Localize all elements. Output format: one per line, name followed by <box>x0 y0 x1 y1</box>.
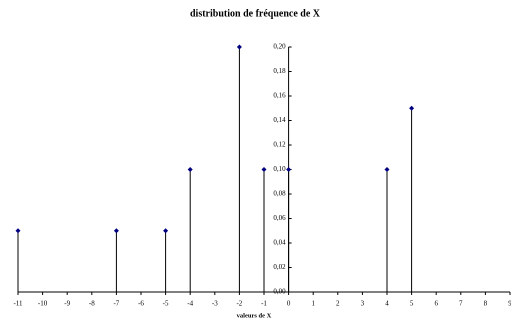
x-tick-label: 7 <box>459 300 463 308</box>
y-tick-label: 0,08 <box>273 190 286 198</box>
x-tick-label: -6 <box>138 300 144 308</box>
y-tick-label: 0,00 <box>273 288 286 296</box>
marker <box>286 167 292 172</box>
y-tick-label: 0,16 <box>273 92 286 100</box>
marker <box>163 228 169 234</box>
x-tick-label: 4 <box>385 300 389 308</box>
y-tick-label: 0,14 <box>273 116 286 124</box>
y-tick-label: 0,20 <box>273 43 286 51</box>
y-tick-label: 0,06 <box>273 214 286 222</box>
x-tick-label: 5 <box>410 300 414 308</box>
x-axis-label: valeurs de X <box>237 312 272 319</box>
x-tick-label: 2 <box>336 300 340 308</box>
x-tick-label: 0 <box>287 300 291 308</box>
x-tick-label: -1 <box>261 300 267 308</box>
x-tick-label: 1 <box>311 300 315 308</box>
x-tick-label: -11 <box>13 300 23 308</box>
x-tick-label: -3 <box>212 300 218 308</box>
x-tick-label: 3 <box>361 300 365 308</box>
x-tick-label: 8 <box>484 300 488 308</box>
y-tick-label: 0,02 <box>273 263 286 271</box>
marker <box>384 167 390 172</box>
y-tick-label: 0,18 <box>273 67 286 75</box>
y-tick-label: 0,12 <box>273 141 286 149</box>
marker <box>15 228 21 234</box>
x-tick-label: -5 <box>163 300 169 308</box>
x-tick-label: -9 <box>64 300 70 308</box>
x-tick-label: 6 <box>434 300 438 308</box>
x-tick-label: -8 <box>89 300 95 308</box>
marker <box>113 228 119 234</box>
x-tick-label: -4 <box>187 300 193 308</box>
y-tick-label: 0,10 <box>273 165 286 173</box>
chart-title: distribution de fréquence de X <box>190 8 321 19</box>
x-tick-label: -10 <box>38 300 48 308</box>
marker <box>187 167 193 172</box>
x-tick-label: -7 <box>113 300 119 308</box>
marker <box>409 105 415 111</box>
x-tick-label: -2 <box>236 300 242 308</box>
x-tick-label: 9 <box>508 300 511 308</box>
y-tick-label: 0,04 <box>273 239 286 247</box>
marker <box>261 167 267 172</box>
marker <box>236 44 242 50</box>
